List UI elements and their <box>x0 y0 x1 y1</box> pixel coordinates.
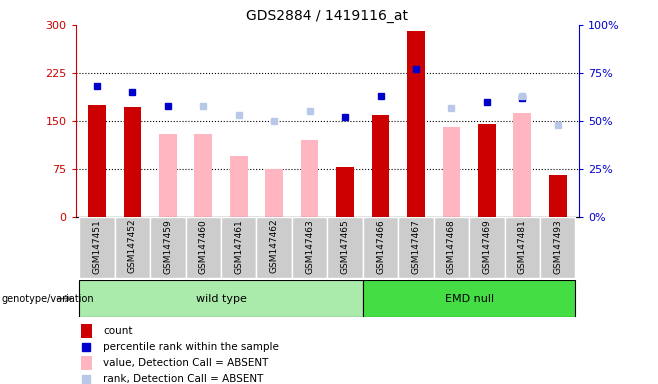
FancyBboxPatch shape <box>257 217 292 278</box>
Text: EMD null: EMD null <box>445 293 494 304</box>
Bar <box>513 113 531 217</box>
FancyBboxPatch shape <box>221 217 257 278</box>
Bar <box>230 156 247 217</box>
Bar <box>159 137 177 217</box>
Text: GSM147462: GSM147462 <box>270 219 279 273</box>
FancyBboxPatch shape <box>79 217 114 278</box>
Text: GSM147452: GSM147452 <box>128 219 137 273</box>
Bar <box>301 140 318 217</box>
Bar <box>124 107 141 217</box>
Bar <box>81 356 91 370</box>
Text: GSM147465: GSM147465 <box>341 219 349 273</box>
FancyBboxPatch shape <box>469 217 505 278</box>
Text: value, Detection Call = ABSENT: value, Detection Call = ABSENT <box>103 358 268 368</box>
Text: rank, Detection Call = ABSENT: rank, Detection Call = ABSENT <box>103 374 264 384</box>
Text: wild type: wild type <box>195 293 247 304</box>
Text: GSM147467: GSM147467 <box>411 219 420 273</box>
FancyBboxPatch shape <box>505 217 540 278</box>
Text: GSM147451: GSM147451 <box>92 219 101 273</box>
FancyBboxPatch shape <box>398 217 434 278</box>
Text: count: count <box>103 326 133 336</box>
Bar <box>88 105 106 217</box>
Text: GSM147493: GSM147493 <box>553 219 563 273</box>
FancyBboxPatch shape <box>186 217 221 278</box>
Bar <box>478 124 495 217</box>
Bar <box>159 134 177 217</box>
Bar <box>265 169 283 217</box>
Text: GSM147463: GSM147463 <box>305 219 314 273</box>
FancyBboxPatch shape <box>327 217 363 278</box>
FancyBboxPatch shape <box>292 217 327 278</box>
Text: percentile rank within the sample: percentile rank within the sample <box>103 342 279 352</box>
Bar <box>549 175 567 217</box>
Text: GSM147461: GSM147461 <box>234 219 243 273</box>
FancyBboxPatch shape <box>150 217 186 278</box>
FancyBboxPatch shape <box>114 217 150 278</box>
Text: GSM147459: GSM147459 <box>163 219 172 273</box>
Bar <box>363 280 576 317</box>
FancyBboxPatch shape <box>540 217 576 278</box>
Bar <box>336 167 354 217</box>
Text: genotype/variation: genotype/variation <box>1 293 94 304</box>
Bar <box>372 114 390 217</box>
Text: GSM147460: GSM147460 <box>199 219 208 273</box>
Text: GSM147466: GSM147466 <box>376 219 385 273</box>
Bar <box>407 31 425 217</box>
Bar <box>443 127 461 217</box>
Text: GSM147469: GSM147469 <box>482 219 492 273</box>
Title: GDS2884 / 1419116_at: GDS2884 / 1419116_at <box>246 8 409 23</box>
FancyBboxPatch shape <box>434 217 469 278</box>
Text: GSM147468: GSM147468 <box>447 219 456 273</box>
Bar <box>79 280 363 317</box>
Text: GSM147481: GSM147481 <box>518 219 527 273</box>
Bar <box>194 134 212 217</box>
Bar <box>81 324 91 338</box>
FancyBboxPatch shape <box>363 217 398 278</box>
